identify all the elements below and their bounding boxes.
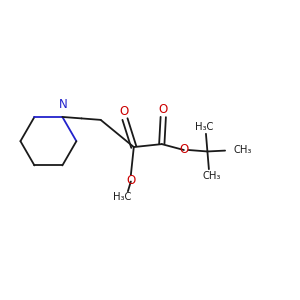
Text: CH₃: CH₃ [234,145,252,155]
Text: O: O [127,174,136,187]
Text: N: N [59,98,68,111]
Text: O: O [120,105,129,118]
Text: O: O [180,143,189,156]
Text: H₃C: H₃C [113,191,132,202]
Text: CH₃: CH₃ [202,171,221,181]
Text: O: O [159,103,168,116]
Text: H₃C: H₃C [195,122,214,132]
